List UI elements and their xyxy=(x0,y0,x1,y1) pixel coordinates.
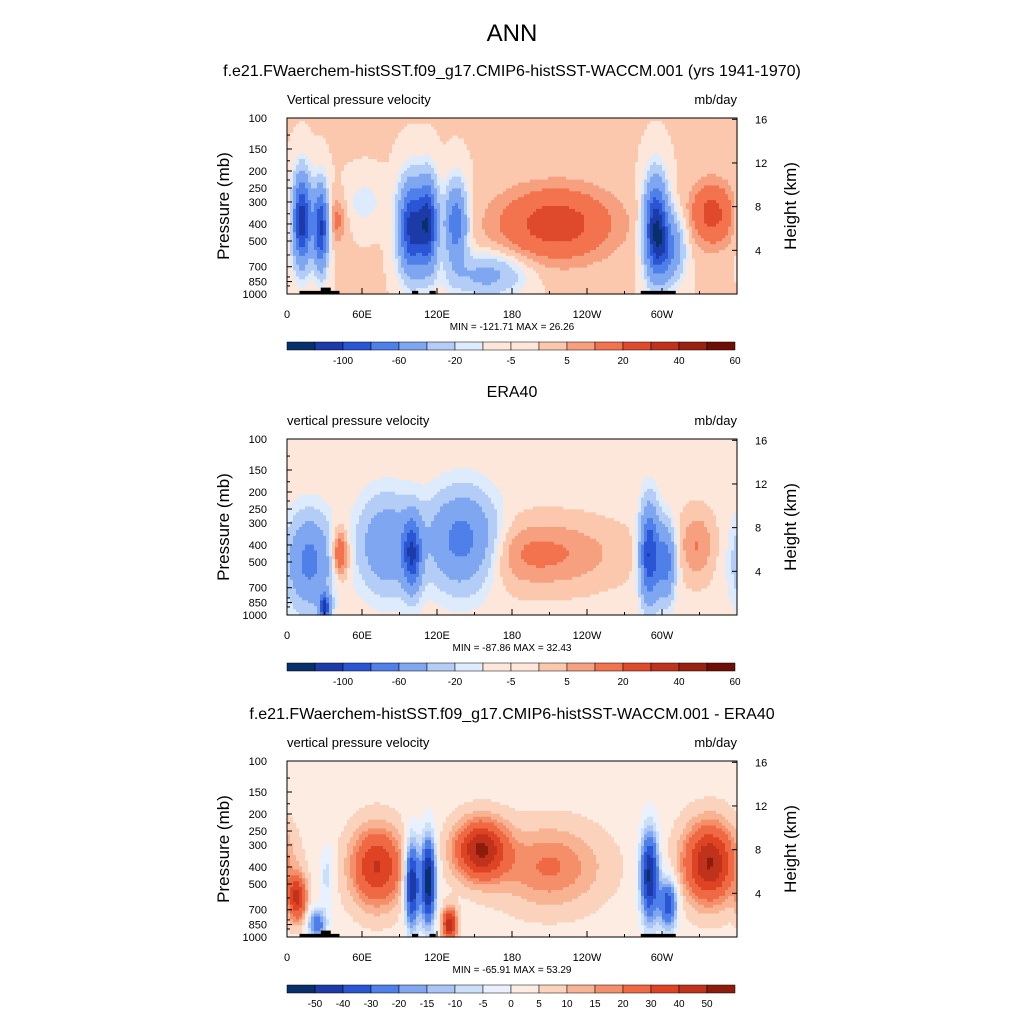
panel-1-field xyxy=(287,118,738,295)
